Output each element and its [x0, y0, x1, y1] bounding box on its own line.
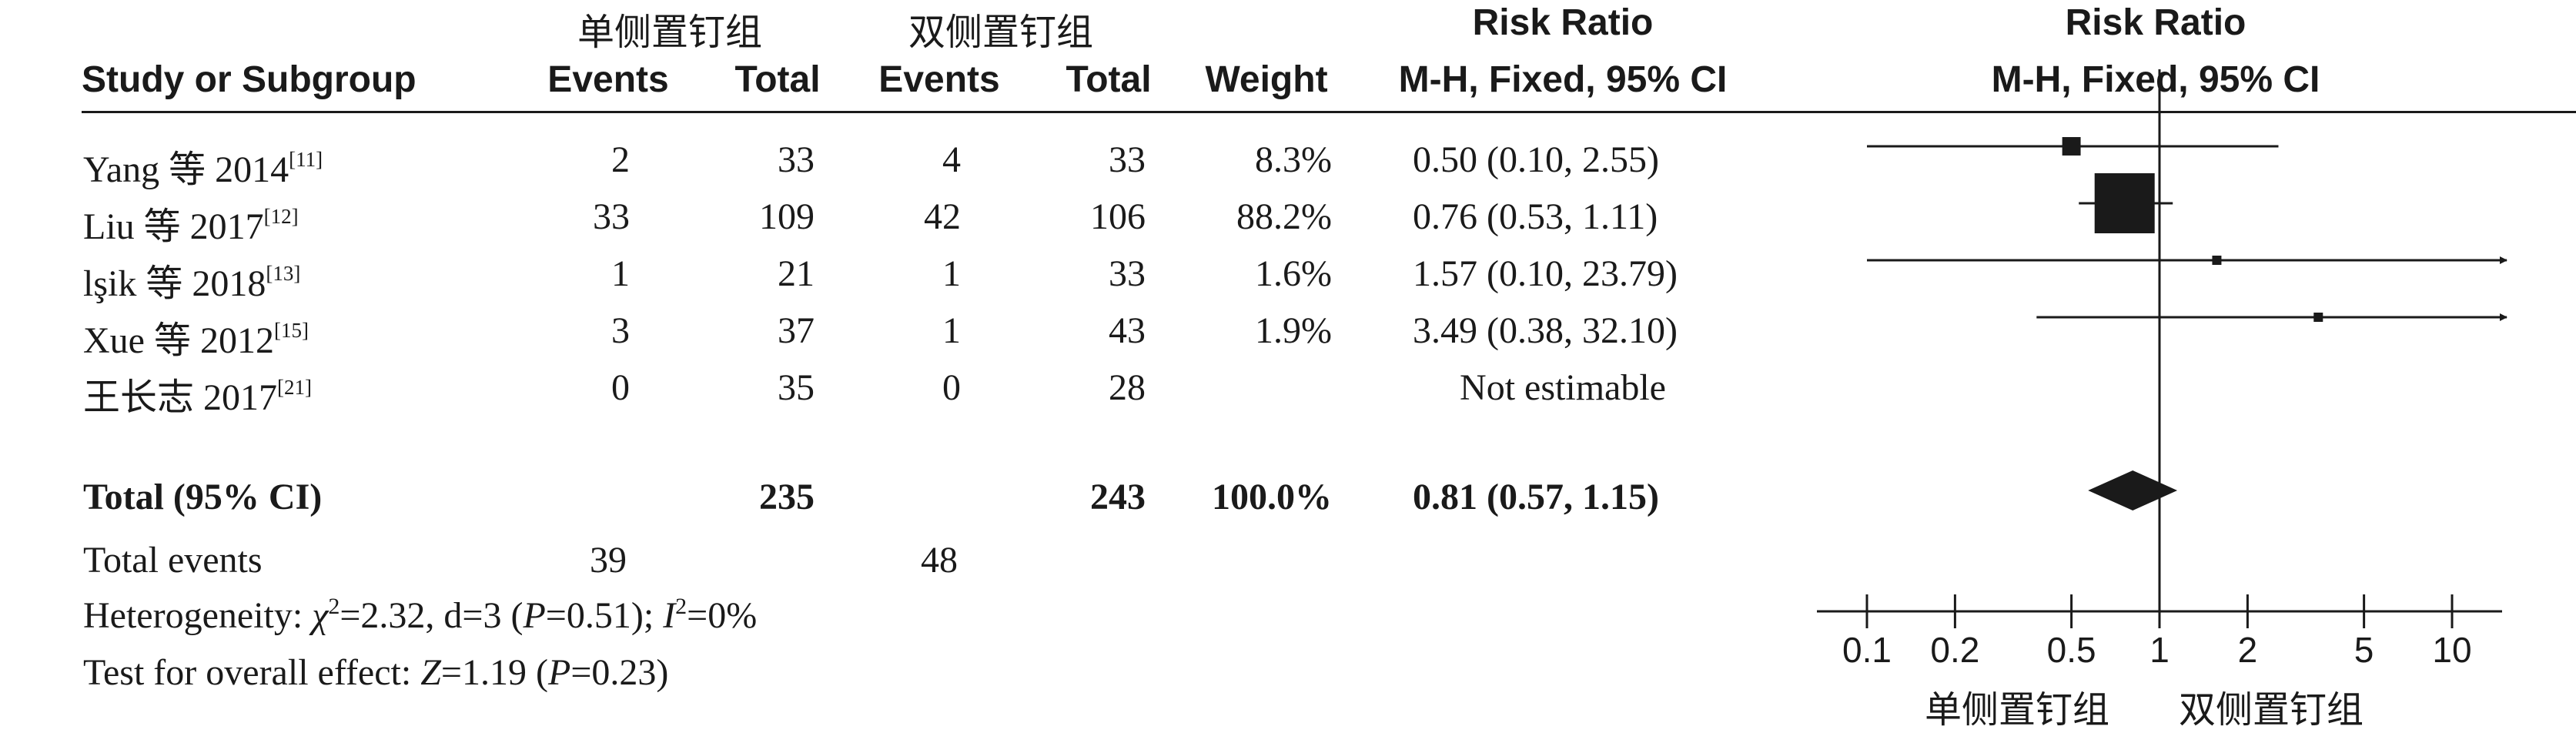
ci-cell: 1.57 (0.10, 23.79) — [1413, 253, 1678, 294]
risk-ratio-title: Risk Ratio — [1472, 2, 1654, 43]
events2-cell: 4 — [942, 139, 961, 180]
events1-cell: 0 — [611, 367, 630, 408]
x-tick-label: 1 — [2149, 630, 2170, 670]
favours-right-label: 双侧置钉组 — [2178, 688, 2364, 731]
ci-cell: 0.50 (0.10, 2.55) — [1413, 139, 1659, 180]
total-events1: 39 — [590, 540, 627, 581]
plot-method-header: M-H, Fixed, 95% CI — [1991, 59, 2320, 100]
total2-cell: 28 — [1109, 367, 1146, 408]
total1-cell: 109 — [759, 196, 815, 237]
total1-sum: 235 — [759, 477, 815, 517]
method-header: M-H, Fixed, 95% CI — [1398, 59, 1728, 100]
effect-square — [2094, 173, 2155, 233]
weight-cell: 1.6% — [1255, 253, 1332, 294]
total1-cell: 21 — [778, 253, 815, 294]
weight-cell: 1.9% — [1255, 310, 1332, 351]
study-column-header: Study or Subgroup — [82, 59, 417, 100]
study-name: Xue 等 2012[15] — [83, 319, 309, 362]
total1-cell: 35 — [778, 367, 815, 408]
total2-cell: 106 — [1090, 196, 1146, 237]
x-tick-label: 0.5 — [2047, 630, 2096, 670]
ci-cell: 0.76 (0.53, 1.11) — [1413, 196, 1658, 237]
total-events-label: Total events — [83, 540, 263, 581]
events2-cell: 0 — [942, 367, 961, 408]
events2-header: Events — [878, 59, 1000, 100]
x-tick-label: 2 — [2238, 630, 2258, 670]
events1-cell: 3 — [611, 310, 630, 351]
events1-cell: 2 — [611, 139, 630, 180]
weight-header: Weight — [1205, 59, 1328, 100]
weight-cell: 8.3% — [1255, 139, 1332, 180]
events2-cell: 1 — [942, 310, 961, 351]
plot-risk-ratio-title: Risk Ratio — [2065, 2, 2246, 43]
total2-sum: 243 — [1090, 477, 1146, 517]
study-name: lşik 等 2018[13] — [83, 262, 301, 305]
events2-cell: 1 — [942, 253, 961, 294]
ci-cell: Not estimable — [1460, 367, 1666, 408]
x-tick-label: 5 — [2354, 630, 2374, 670]
total1-header: Total — [734, 59, 821, 100]
total-ci: 0.81 (0.57, 1.15) — [1413, 477, 1659, 517]
group2-title: 双侧置钉组 — [908, 11, 1093, 54]
study-name: Liu 等 2017[12] — [83, 205, 299, 248]
heterogeneity-text: Heterogeneity: χ2=2.32, d=3 (P=0.51); I2… — [83, 594, 758, 637]
overall-effect-text: Test for overall effect: Z=1.19 (P=0.23) — [83, 652, 669, 693]
weight-cell: 88.2% — [1236, 196, 1332, 237]
total1-cell: 37 — [778, 310, 815, 351]
total-label: Total (95% CI) — [83, 477, 323, 517]
pooled-diamond — [2088, 470, 2178, 510]
effect-square — [2062, 137, 2081, 156]
x-tick-label: 0.1 — [1842, 630, 1892, 670]
total2-cell: 33 — [1109, 253, 1146, 294]
events1-cell: 1 — [611, 253, 630, 294]
study-name: 王长志 2017[21] — [83, 376, 312, 419]
study-name: Yang 等 2014[11] — [83, 148, 323, 191]
ci-cell: 3.49 (0.38, 32.10) — [1413, 310, 1678, 351]
total2-header: Total — [1066, 59, 1152, 100]
total2-cell: 33 — [1109, 139, 1146, 180]
effect-square — [2212, 256, 2222, 265]
x-tick-label: 0.2 — [1930, 630, 1979, 670]
events2-cell: 42 — [924, 196, 961, 237]
total-events2: 48 — [921, 540, 958, 581]
events1-cell: 33 — [593, 196, 630, 237]
header-rule — [82, 111, 2576, 113]
total1-cell: 33 — [778, 139, 815, 180]
total-weight: 100.0% — [1212, 477, 1332, 517]
total2-cell: 43 — [1109, 310, 1146, 351]
x-tick-label: 10 — [2432, 630, 2471, 670]
favours-left-label: 单侧置钉组 — [1924, 688, 2109, 731]
effect-square — [2313, 313, 2323, 322]
events1-header: Events — [547, 59, 669, 100]
group1-title: 单侧置钉组 — [577, 11, 762, 54]
